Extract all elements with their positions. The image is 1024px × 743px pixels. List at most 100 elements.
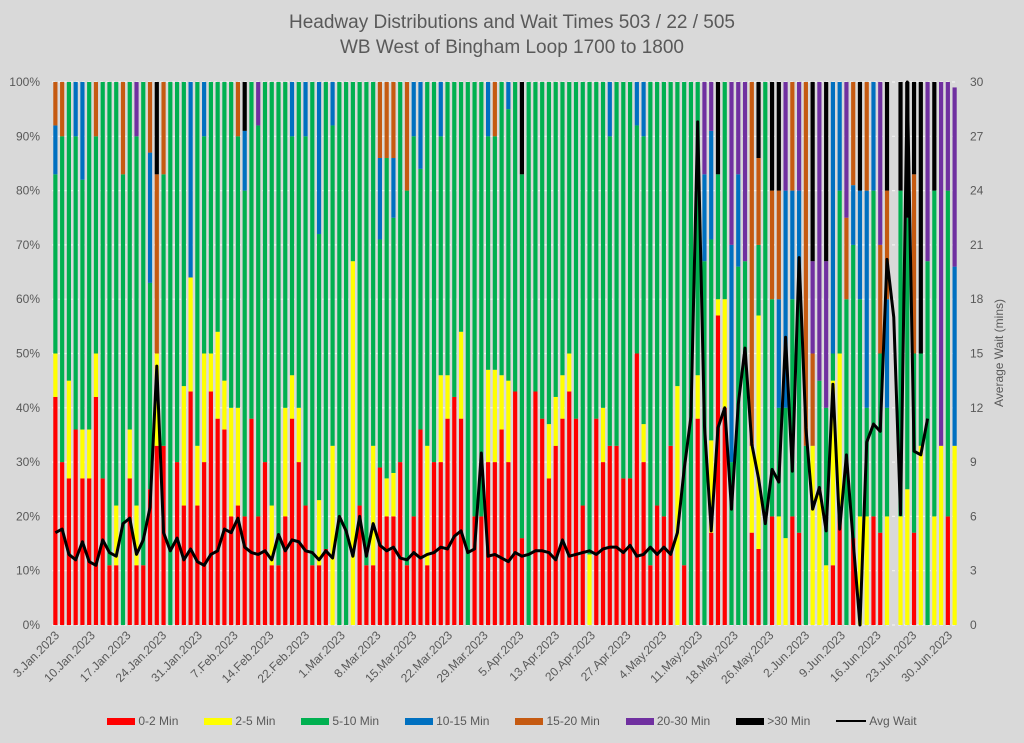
bar-stack (878, 82, 883, 625)
bar-stack (729, 82, 734, 625)
bar-stack (398, 82, 403, 625)
bar-segment (127, 82, 132, 430)
bar-segment (878, 353, 883, 533)
bar-segment (695, 82, 700, 376)
bar-segment (215, 418, 220, 625)
bar-segment (215, 82, 220, 332)
bar-stack (215, 82, 220, 625)
bar-stack (945, 82, 950, 625)
legend-swatch (107, 717, 136, 725)
bar-segment (506, 109, 511, 381)
bar-stack (939, 82, 944, 625)
y2-tick-label: 30 (970, 75, 984, 89)
bar-stack (844, 82, 849, 625)
bar-segment (53, 82, 58, 126)
bar-stack (898, 82, 903, 625)
bar-segment (742, 82, 748, 262)
bar-segment (817, 82, 822, 381)
bar-segment (783, 538, 788, 625)
bar-stack (857, 82, 863, 625)
bar-segment (472, 516, 477, 625)
bar-segment (614, 82, 619, 446)
y2-tick-label: 9 (970, 455, 977, 469)
bar-segment (851, 185, 856, 245)
bar-stack (810, 82, 815, 625)
bar-stack (641, 82, 646, 625)
bar-segment (53, 125, 58, 175)
y-tick-label: 80% (16, 184, 40, 198)
bar-segment (134, 82, 139, 137)
bar-segment (594, 418, 599, 625)
bar-segment (790, 516, 795, 625)
bar-segment (249, 82, 254, 419)
chart-subtitle: WB West of Bingham Loop 1700 to 1800 (340, 37, 684, 58)
bar-segment (655, 82, 660, 506)
bar-segment (783, 82, 788, 191)
bar-segment (939, 445, 944, 625)
bar-segment (289, 136, 295, 376)
bar-stack (242, 82, 247, 625)
bar-segment (600, 462, 606, 625)
bar-segment (235, 407, 241, 506)
bar-segment (134, 136, 139, 506)
legend-item: >30 Min (736, 714, 810, 728)
bar-segment (398, 82, 403, 463)
bar-segment (256, 125, 261, 517)
bar-segment (607, 445, 612, 625)
y2-tick-label: 6 (970, 509, 977, 523)
bar-segment (80, 179, 85, 430)
bar-segment (499, 429, 504, 625)
bar-segment (715, 315, 721, 625)
bar-segment (350, 82, 355, 262)
bar-segment (736, 82, 741, 175)
bar-segment (614, 445, 619, 625)
legend-item: 15-20 Min (515, 714, 600, 728)
bar-segment (546, 82, 552, 425)
legend-label: >30 Min (767, 714, 811, 728)
bar-segment (316, 234, 322, 501)
legend-item: 2-5 Min (204, 714, 275, 728)
bar-segment (634, 353, 639, 625)
legend-label: Avg Wait (869, 714, 917, 728)
bar-segment (73, 82, 78, 137)
bar-segment (513, 391, 518, 625)
bar-segment (276, 565, 281, 625)
bar-stack (918, 82, 923, 625)
bar-segment (350, 261, 355, 625)
bar-stack (195, 82, 200, 625)
bar-segment (607, 136, 612, 446)
bar-segment (519, 538, 524, 625)
bar-segment (776, 190, 781, 300)
bar-segment (465, 82, 470, 625)
bar-stack (262, 82, 268, 625)
bar-stack (533, 82, 538, 625)
bar-segment (195, 505, 200, 625)
bar-segment (222, 380, 227, 430)
legend-line-swatch (836, 720, 867, 722)
bar-stack (587, 82, 592, 625)
bar-segment (851, 82, 856, 186)
bar-segment (925, 82, 930, 262)
bar-segment (242, 190, 247, 517)
legend: 0-2 Min 2-5 Min 5-10 Min 10-15 Min 15-20 Min… (0, 714, 1024, 728)
bar-segment (418, 82, 423, 169)
bar-segment (188, 277, 193, 392)
chart-title: Headway Distributions and Wait Times 503… (288, 12, 736, 33)
bar-segment (208, 353, 213, 392)
bar-segment (93, 136, 99, 354)
bar-stack (364, 82, 369, 625)
bar-stack (107, 82, 112, 625)
bar-segment (53, 353, 58, 397)
bar-stack (783, 82, 788, 625)
bar-stack (614, 82, 619, 625)
bar-segment (107, 565, 112, 625)
bar-segment (634, 82, 639, 126)
bar-segment (709, 130, 714, 240)
bar-segment (398, 462, 403, 625)
bar-segment (810, 261, 815, 354)
bar-segment (560, 418, 565, 625)
bar-stack (769, 82, 775, 625)
bar-stack (803, 82, 808, 625)
bar-segment (222, 82, 227, 381)
bar-stack (60, 82, 65, 625)
